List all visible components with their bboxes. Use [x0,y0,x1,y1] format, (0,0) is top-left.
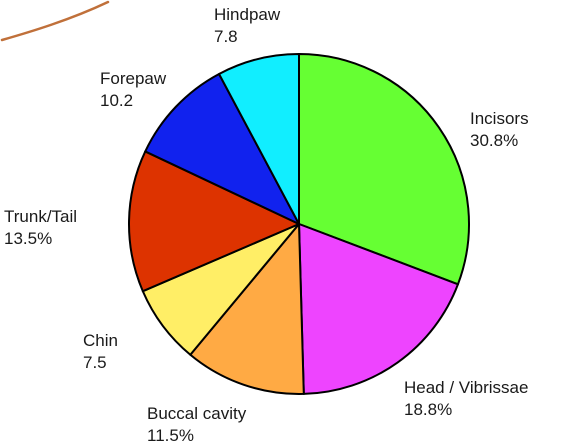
pie-slice-forepaw [144,72,300,225]
slice-label-buccal-cavity: Buccal cavity [147,404,247,423]
pie-slice-buccal-cavity [189,223,305,395]
slice-value-chin: 7.5 [83,353,107,372]
slice-value-head-vibrissae: 18.8% [404,400,452,419]
decorative-stroke [0,0,110,42]
pie-slice-head-vibrissae [298,223,459,395]
slice-value-forepaw: 10.2 [100,91,133,110]
pie-slices [128,53,470,395]
slice-label-head-vibrissae: Head / Vibrissae [404,378,528,397]
slice-value-trunk-tail: 13.5% [4,229,52,248]
pie-labels: Incisors 30.8% Head / Vibrissae 18.8% Buccal… [4,5,529,445]
slice-label-hindpaw: Hindpaw [214,5,281,24]
slice-value-hindpaw: 7.8 [214,27,238,46]
pie-slice-incisors [298,53,470,286]
pie-slice-trunk-tail [128,150,300,293]
slice-value-incisors: 30.8% [470,131,518,150]
pie-slice-hindpaw [218,53,300,225]
slice-label-trunk-tail: Trunk/Tail [4,207,77,226]
slice-label-chin: Chin [83,331,118,350]
slice-label-incisors: Incisors [470,109,529,128]
slice-label-forepaw: Forepaw [100,69,167,88]
slice-value-buccal-cavity: 11.5% [147,426,194,445]
